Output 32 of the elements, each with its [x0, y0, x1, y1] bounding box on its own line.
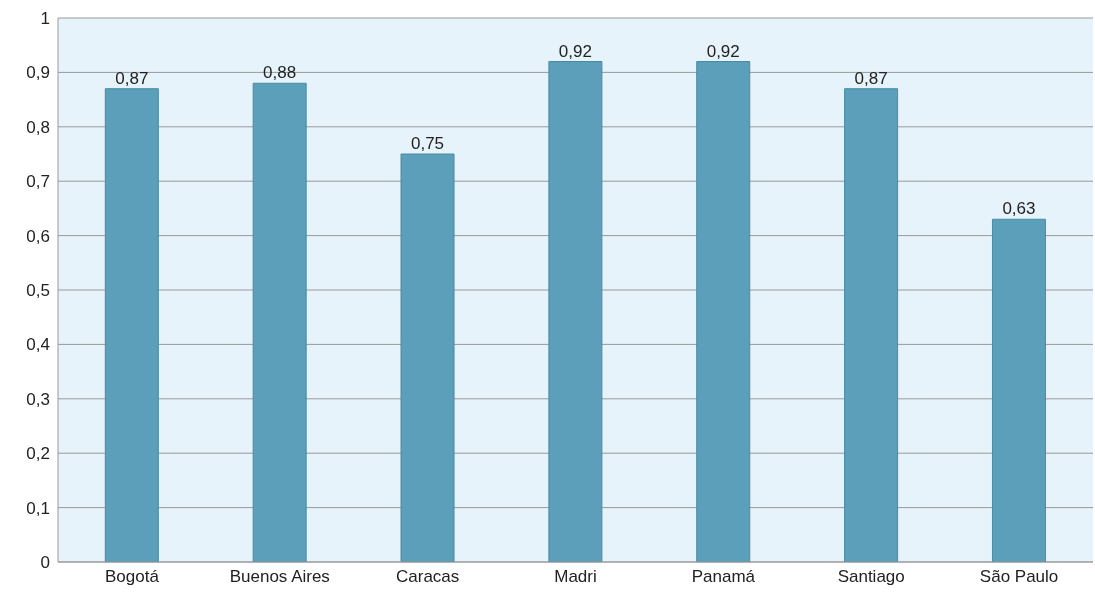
- bar: [844, 88, 899, 562]
- data-label: 0,88: [263, 63, 297, 83]
- y-tick-label: 0,8: [26, 117, 50, 137]
- y-tick-label: 0,6: [26, 226, 50, 246]
- x-tick-label: Panamá: [691, 567, 756, 587]
- bar: [548, 61, 603, 562]
- y-tick-label: 0,4: [26, 335, 50, 355]
- bar: [991, 218, 1046, 562]
- y-tick-label: 0,7: [26, 172, 50, 192]
- x-tick-label: Bogotá: [104, 567, 160, 587]
- bar: [252, 82, 307, 562]
- y-tick-label: 0,3: [26, 389, 50, 409]
- y-tick-label: 0,1: [26, 498, 50, 518]
- data-label: 0,87: [115, 68, 149, 88]
- data-label: 0,92: [706, 41, 740, 61]
- x-tick-label: Caracas: [395, 567, 460, 587]
- y-tick-label: 0,5: [26, 281, 50, 301]
- data-label: 0,92: [558, 41, 592, 61]
- x-tick-label: Madri: [554, 567, 597, 587]
- bar: [400, 153, 455, 562]
- x-tick-label: Santiago: [837, 567, 905, 587]
- bar: [104, 88, 159, 562]
- x-tick-label: Buenos Aires: [229, 567, 330, 587]
- data-label: 0,75: [410, 134, 445, 153]
- y-tick-label: 1: [40, 9, 50, 29]
- data-label: 0,87: [854, 68, 888, 88]
- y-tick-label: 0: [40, 553, 50, 573]
- bar: [696, 61, 751, 562]
- x-tick-label: São Paulo: [979, 567, 1059, 587]
- data-label: 0,63: [1002, 199, 1036, 219]
- y-tick-label: 0,2: [26, 444, 50, 464]
- y-tick-label: 0,9: [26, 63, 50, 83]
